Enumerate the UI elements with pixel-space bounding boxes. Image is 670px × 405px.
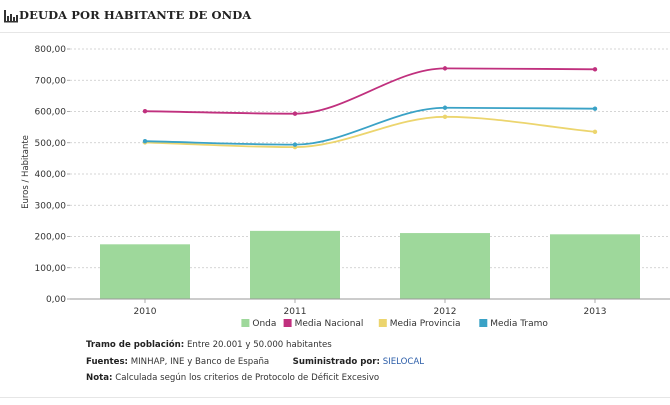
y-tick-label: 400,00 [35,170,67,180]
line-series [142,66,598,150]
y-tick-label: 300,00 [35,201,67,211]
chart: 0,00 100,00 200,00 300,00 400,00 500,00 600,00… [21,45,670,329]
legend-swatch [378,319,387,327]
y-tick-label: 600,00 [35,108,67,118]
x-tick-label: 2012 [434,307,457,317]
y-axis-ticks: 0,00 100,00 200,00 300,00 400,00 500,00 600,00… [35,45,70,305]
x-tick-label: 2010 [134,307,157,317]
legend-label: Onda [252,319,276,329]
legend-swatch [241,319,250,327]
legend-swatch [283,319,292,327]
sources-note: Fuentes: MINHAP, INE y Banco de España S… [86,356,425,367]
point-media-provincia-2012 [442,114,448,120]
y-tick-label: 0,00 [46,295,66,305]
point-media-tramo-2011 [292,142,298,147]
x-tick-label: 2013 [584,307,607,317]
legend-item-media-nacional[interactable]: Media Nacional [283,319,364,329]
nota-note: Nota: Calculada según los criterios de P… [86,373,380,383]
point-media-tramo-2013 [592,106,598,111]
x-axis-ticks: 2010 2011 2012 2013 [134,299,607,317]
y-tick-label: 700,00 [35,76,67,86]
y-tick-label: 100,00 [35,264,67,274]
point-media-nacional-2013 [592,67,598,72]
tramo-note: Tramo de población: Entre 20.001 y 50.00… [86,340,332,350]
chart-notes: Tramo de población: Entre 20.001 y 50.00… [86,337,424,387]
line-media-provincia [144,115,596,149]
bar-2010 [100,244,190,299]
legend[interactable]: Onda Media Nacional Media Provincia Media T… [241,319,548,329]
point-media-nacional-2012 [442,66,448,71]
y-tick-label: 800,00 [35,45,67,55]
chart-header: DEUDA POR HABITANTE DE ONDA [0,0,670,33]
x-tick-label: 2011 [284,307,307,317]
legend-swatch [479,319,488,327]
bar-2011 [250,230,340,299]
point-media-provincia-2013 [592,129,598,135]
bar-series-onda [100,230,640,299]
point-media-nacional-2010 [142,108,148,114]
bar-chart-icon [4,10,18,23]
legend-label: Media Nacional [295,319,364,329]
y-axis-label: Euros / Habitante [21,135,31,209]
point-media-tramo-2012 [442,105,448,110]
legend-item-media-tramo[interactable]: Media Tramo [479,319,548,329]
y-tick-label: 200,00 [35,233,67,243]
grid-lines [70,48,670,269]
legend-label: Media Tramo [490,319,548,329]
line-media-nacional [144,67,596,115]
legend-item-onda[interactable]: Onda [241,319,276,329]
y-tick-label: 500,00 [35,139,67,149]
legend-item-media-provincia[interactable]: Media Provincia [378,319,461,329]
line-media-tramo [144,106,596,146]
bar-2013 [550,234,640,299]
point-media-nacional-2011 [292,111,298,116]
bar-2012 [400,233,490,299]
legend-label: Media Provincia [390,319,461,329]
sielocal-link[interactable]: SIELOCAL [382,356,425,367]
point-media-tramo-2010 [142,138,148,144]
chart-title: DEUDA POR HABITANTE DE ONDA [19,8,252,22]
divider [0,397,670,398]
